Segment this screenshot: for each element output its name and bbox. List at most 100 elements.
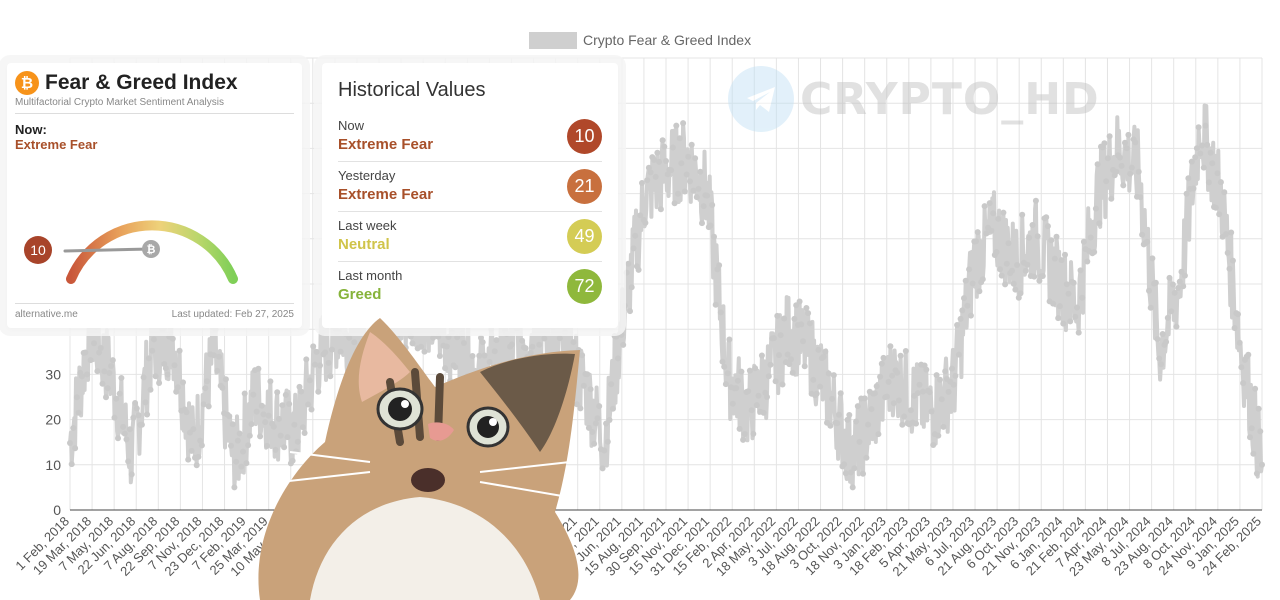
index-point <box>445 334 452 340</box>
index-point <box>1146 287 1152 294</box>
index-point <box>294 438 301 445</box>
index-point <box>188 447 195 454</box>
index-point <box>342 330 349 337</box>
index-point <box>84 371 91 378</box>
index-point <box>585 424 592 431</box>
index-point <box>680 120 687 127</box>
gauge-needle <box>63 247 153 253</box>
index-point <box>952 372 959 379</box>
index-point <box>197 437 204 444</box>
index-point <box>786 361 793 368</box>
index-point <box>190 426 197 433</box>
index-point <box>883 393 890 400</box>
index-point <box>132 400 139 406</box>
index-point <box>1181 272 1188 279</box>
index-point <box>875 431 882 438</box>
watermark: CRYPTO_HD <box>728 66 1100 132</box>
index-point <box>983 230 990 237</box>
index-point <box>865 421 872 428</box>
index-point <box>200 401 207 408</box>
index-point <box>856 438 863 445</box>
index-point <box>681 188 688 195</box>
index-point <box>1231 325 1238 331</box>
index-point <box>647 169 654 176</box>
index-point <box>817 383 824 390</box>
index-point <box>587 386 594 393</box>
index-point <box>183 409 190 416</box>
historical-row-last-month: Last month Greed 72 <box>338 262 602 312</box>
index-point <box>844 416 851 423</box>
index-point <box>123 436 130 443</box>
index-point <box>849 484 856 491</box>
index-point <box>286 401 293 407</box>
index-point <box>902 348 909 354</box>
index-point <box>625 260 632 267</box>
index-point <box>1245 351 1252 358</box>
cat-white-muzzle <box>310 497 540 600</box>
index-point <box>664 171 671 178</box>
index-point <box>1193 145 1200 152</box>
index-point <box>1247 434 1253 441</box>
index-point <box>1205 179 1212 186</box>
index-point <box>1188 158 1195 165</box>
index-point <box>140 374 147 381</box>
chart-legend[interactable]: Crypto Fear & Greed Index <box>529 31 751 49</box>
index-point <box>717 309 724 316</box>
index-point <box>479 339 486 346</box>
index-point <box>281 444 288 451</box>
index-point <box>150 336 157 343</box>
index-point <box>966 266 973 273</box>
legend-swatch <box>529 31 577 49</box>
index-point <box>212 326 219 333</box>
index-point <box>940 423 947 430</box>
index-point <box>1044 223 1051 230</box>
index-point <box>998 272 1005 279</box>
fear-greed-card: ₿ Fear & Greed Index Multifactorial Cryp… <box>7 63 302 328</box>
index-point <box>1053 233 1060 240</box>
index-point <box>748 407 755 414</box>
index-point <box>1106 133 1113 140</box>
surprised-cat-sticker <box>258 318 580 600</box>
index-point <box>275 415 282 422</box>
index-point <box>1180 283 1187 290</box>
gauge-value: 10 <box>30 242 46 258</box>
index-point <box>1122 139 1128 146</box>
index-point <box>236 430 243 437</box>
index-point <box>623 269 630 276</box>
index-point <box>130 414 137 421</box>
index-point <box>325 359 332 366</box>
index-point <box>1252 385 1259 392</box>
index-point <box>628 284 635 291</box>
index-point <box>103 394 109 401</box>
index-point <box>997 266 1003 273</box>
index-point <box>1104 155 1111 162</box>
index-point <box>801 363 808 370</box>
index-point <box>1101 140 1108 147</box>
index-point <box>899 421 906 428</box>
index-point <box>734 377 741 384</box>
index-point <box>125 458 132 465</box>
source-link[interactable]: alternative.me <box>15 309 78 320</box>
index-point <box>436 353 443 359</box>
index-point <box>229 421 236 428</box>
index-point <box>1159 331 1166 337</box>
index-point <box>726 336 733 343</box>
index-point <box>1173 323 1180 330</box>
index-point <box>949 365 955 372</box>
index-point <box>716 262 723 269</box>
index-point <box>860 470 866 477</box>
index-point <box>1055 315 1062 322</box>
index-point <box>596 403 603 410</box>
index-point <box>1259 461 1265 468</box>
index-point <box>169 335 176 342</box>
index-point <box>253 408 260 415</box>
row-label: Now <box>338 118 365 133</box>
index-point <box>409 340 416 347</box>
index-point <box>228 442 234 449</box>
historical-list: Now Extreme Fear 10 Yesterday Extreme Fe… <box>338 112 602 312</box>
cat-right-ear <box>480 353 575 452</box>
index-point <box>740 436 747 443</box>
index-point <box>222 376 229 383</box>
index-point <box>503 331 510 337</box>
index-point <box>962 277 969 284</box>
